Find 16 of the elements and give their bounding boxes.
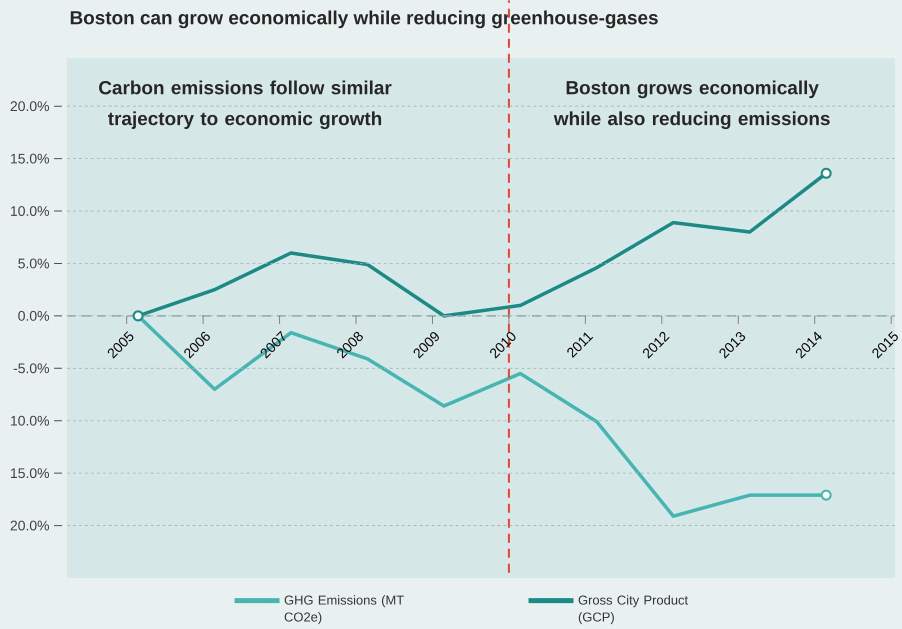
legend-label: Gross City Product (GCP) — [578, 595, 688, 624]
legend-label: GHG Emissions (MT CO2e) — [284, 595, 404, 624]
y-tick-label: 20.0% — [10, 101, 50, 112]
y-tick-label: -5.0% — [14, 363, 50, 374]
y-tick-label: 15.0% — [11, 154, 50, 164]
point — [820, 490, 832, 501]
chart-title: Boston can grow economically while reducing greenhouse-gases — [70, 10, 658, 28]
point — [820, 168, 832, 179]
y-tick-label: 10.0% — [11, 416, 50, 426]
y-tick-label: 20.0% — [10, 520, 50, 531]
y-tick-label: 0.0% — [18, 310, 50, 321]
y-tick-label: 15.0% — [11, 468, 50, 478]
annotation: Boston grows economically while also reducing emissions — [554, 80, 830, 130]
y-tick-label: 10.0% — [11, 206, 50, 216]
y-tick-label: 5.0% — [18, 258, 50, 268]
annotation: Carbon emissions follow similar trajectory to economic growth — [99, 80, 392, 130]
